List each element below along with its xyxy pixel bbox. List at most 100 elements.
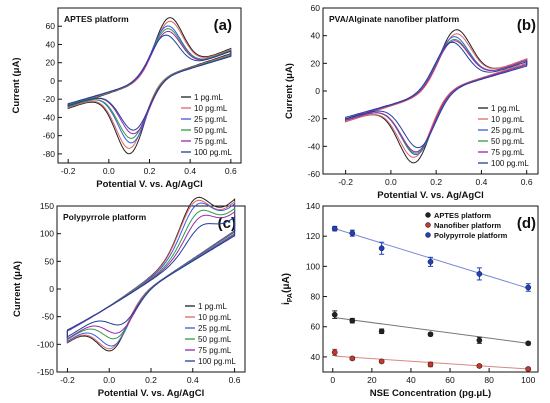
data-point-2 [525,366,532,372]
x-tick-label: -0.2 [61,166,76,176]
y-axis-label: iPA(μA) [281,273,294,305]
y-tick-label: -40 [43,112,56,122]
data-point-1 [349,317,356,324]
legend-label-5: 75 pg.mL [198,346,232,355]
data-point-2 [331,349,338,356]
series-line-6 [66,216,236,338]
x-axis-label: NSE Concentration (pg.μL) [370,388,491,399]
legend-label-2: 10 pg.mL [491,115,525,124]
y-tick-label: 100 [306,261,320,271]
y-axis-label: Current (μA) [12,261,23,317]
y-tick-label: 150 [40,201,54,211]
y-tick-label: 60 [46,21,56,31]
x-tick-label: 0.0 [103,375,115,385]
legend-label-3: 25 pg.mL [194,115,228,124]
y-tick-label: 120 [306,231,320,241]
fit-line-3 [334,228,529,289]
y-tick-label: 20 [46,58,56,68]
y-axis-label-sub: PA [287,293,294,302]
legend-label-4: 50 pg.mL [198,335,232,344]
data-point-3 [349,230,356,237]
data-point-2 [427,361,434,368]
y-tick-label: 40 [46,39,56,49]
plot-frame [322,205,539,373]
fit-line-1 [334,317,529,344]
legend-marker-1 [425,212,431,218]
x-tick-label: 0.0 [385,177,397,187]
data-point-1 [378,328,385,335]
x-axis-label: Potential V. vs. Ag/AgCl [377,190,483,201]
data-point-1 [525,340,532,347]
legend-label-5: 75 pg.mL [491,148,525,157]
y-tick-label: 60 [311,3,321,13]
x-tick-label: 0.2 [144,166,156,176]
legend-label-1: 1 pg.mL [491,104,520,113]
legend-label-6: 100 pg.mL [198,357,236,366]
y-tick-label: -60 [43,131,56,141]
x-tick-label: 0.6 [225,166,237,176]
x-tick-label: 0.0 [103,166,115,176]
x-tick-label: 40 [406,375,416,385]
chart-title: Polypyrrole platform [63,212,147,222]
y-tick-label: 0 [50,76,55,86]
y-tick-label: 60 [311,322,321,332]
legend-label-3: Polypyrrole platform [434,231,508,240]
data-point-2 [476,363,483,369]
y-tick-label: -50 [42,312,55,322]
y-tick-label: 40 [311,352,321,362]
y-tick-label: 0 [315,86,320,96]
x-tick-label: 0.6 [521,177,533,187]
panel-2: -0.2 0.0 0.2 0.4 0.6 -60 -40 -20 0 20 40 60 Potentia… [284,3,539,201]
x-tick-label: 0 [330,375,335,385]
legend-marker-2 [425,222,431,228]
x-axis-label: Potential V. vs. Ag/AgCl [98,388,204,399]
panel-3: -0.2 0.0 0.2 0.4 0.6 -150 -100 -50 0 50 100 150 Pote… [12,196,246,399]
x-tick-label: 0.6 [229,375,241,385]
data-point-3 [378,245,385,252]
legend-label-1: APTES platform [434,211,491,220]
data-point-2 [349,355,356,362]
legend-label-4: 50 pg.mL [194,126,228,135]
data-point-1 [331,311,338,318]
legend-label-3: 25 pg.mL [198,324,232,333]
y-axis-label-unit: (μA) [281,273,292,293]
y-tick-label: -100 [37,339,54,349]
y-tick-label: 100 [40,229,54,239]
x-axis-label: Potential V. vs. Ag/AgCl [96,179,202,190]
y-tick-label: -20 [43,94,56,104]
series-line-5 [345,40,528,153]
data-point-3 [331,225,338,232]
legend-label-1: 1 pg.mL [194,93,223,102]
legend-label-6: 100 pg.mL [194,148,232,157]
data-point-1 [427,331,434,338]
panel-letter: (d) [517,215,536,232]
y-tick-label: 40 [311,31,321,41]
x-tick-label: 0.4 [187,375,199,385]
y-tick-label: 140 [306,201,320,211]
chart-title: APTES platform [64,14,129,24]
x-tick-label: -0.2 [338,177,353,187]
y-tick-label: 50 [45,256,55,266]
legend-label-6: 100 pg.mL [491,159,529,168]
x-tick-label: 0.4 [184,166,196,176]
y-axis-label-main: i [281,302,292,305]
legend-label-3: 25 pg.mL [491,126,525,135]
legend-label-1: 1 pg.mL [198,302,227,311]
data-point-1 [476,337,483,344]
x-tick-label: 0.2 [145,375,157,385]
panel-1: -0.2 0.0 0.2 0.4 0.6 -80 -60 -40 -20 0 20 40 60 Poten… [11,7,242,190]
panel-letter: (b) [517,17,536,34]
y-tick-label: 80 [311,292,321,302]
legend-label-2: 10 pg.mL [198,313,232,322]
data-point-2 [378,358,385,365]
chart-title: PVA/Alginate nanofiber platform [329,14,460,24]
legend-label-4: 50 pg.mL [491,137,525,146]
series-line-6 [345,41,528,149]
x-tick-label: 100 [521,375,535,385]
data-point-3 [525,284,532,291]
x-tick-label: 0.2 [430,177,442,187]
y-tick-label: 20 [311,58,321,68]
legend-label-2: Nanofiber platform [434,221,501,230]
y-tick-label: -60 [308,169,321,179]
